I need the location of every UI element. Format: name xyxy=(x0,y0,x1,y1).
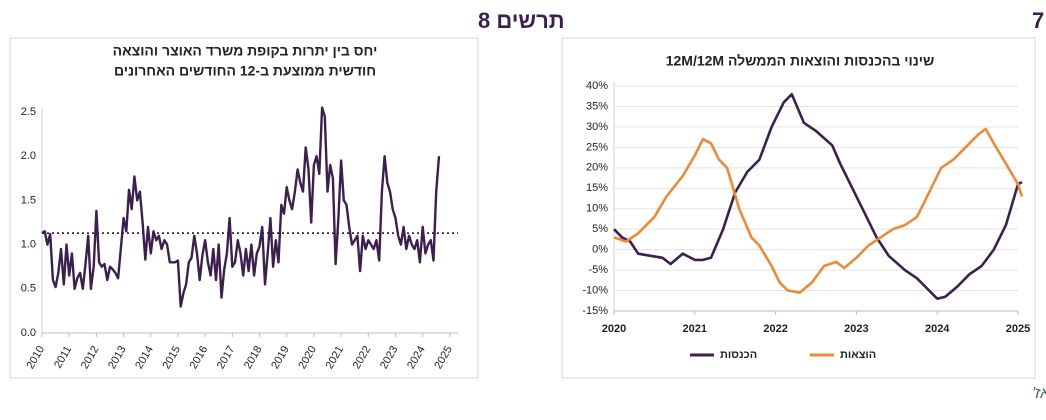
x-tick-label: 2022 xyxy=(763,323,787,335)
source-note: מקור: משרד האוצר, מיטב ברוקראז' xyxy=(1032,385,1046,402)
y-tick-label: 35% xyxy=(586,100,608,112)
y-tick-label: -15% xyxy=(582,305,608,317)
y-tick-label: 5% xyxy=(592,223,608,235)
chart-heading: תרשים 8 xyxy=(478,8,565,33)
x-tick-label: 2023 xyxy=(844,323,868,335)
y-tick-label: 15% xyxy=(586,182,608,194)
y-tick-label: 1.5 xyxy=(21,194,36,206)
x-tick-label: 2020 xyxy=(602,323,626,335)
chart-frame xyxy=(9,37,479,379)
y-tick-label: 40% xyxy=(586,80,608,92)
chart-title: יחס בין יתרות בקופת משרד האוצר והוצאה xyxy=(113,43,378,59)
y-tick-label: 20% xyxy=(586,162,608,174)
y-tick-label: 2.5 xyxy=(21,106,36,118)
line-series xyxy=(41,106,441,308)
line-series xyxy=(613,127,1024,294)
chart-heading: תרשים 7 xyxy=(1032,8,1046,33)
line-series xyxy=(613,92,1023,300)
legend-label: הכנסות xyxy=(720,349,757,361)
y-tick-label: -10% xyxy=(582,284,608,296)
x-tick-label: 2021 xyxy=(683,323,707,335)
y-tick-label: 30% xyxy=(586,121,608,133)
y-tick-label: 10% xyxy=(586,203,608,215)
chart-title: שינוי בהכנסות והוצאות הממשלה 12M/12M xyxy=(666,53,935,69)
legend-label: הוצאות xyxy=(840,349,876,361)
chart-title: חודשית ממוצעת ב-12 החודשים האחרונים xyxy=(114,63,376,79)
y-tick-label: -5% xyxy=(588,264,608,276)
y-tick-label: 2.0 xyxy=(21,150,36,162)
y-tick-label: 0% xyxy=(592,244,608,256)
chart-frame xyxy=(561,37,1036,379)
x-tick-label: 2024 xyxy=(925,323,950,335)
y-tick-label: 1.0 xyxy=(21,239,36,251)
y-tick-label: 0.5 xyxy=(21,283,36,295)
y-tick-label: 25% xyxy=(586,141,608,153)
x-tick-label: 2025 xyxy=(1006,323,1030,335)
y-tick-label: 0.0 xyxy=(21,327,36,339)
